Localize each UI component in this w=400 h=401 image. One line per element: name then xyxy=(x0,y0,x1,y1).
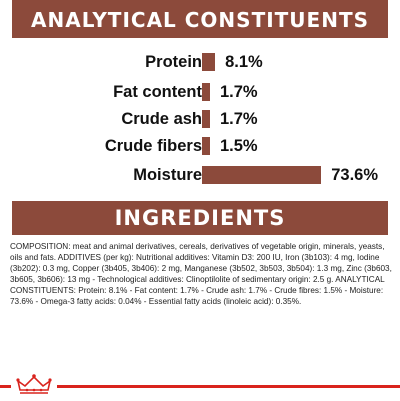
analytical-constituents-title: ANALYTICAL CONSTITUENTS xyxy=(31,8,369,32)
constituent-label: Crude ash xyxy=(121,110,202,128)
constituent-row: Protein 8.1% xyxy=(12,49,388,75)
constituent-row: Fat content 1.7% xyxy=(12,79,388,105)
constituent-label: Crude fibers xyxy=(104,137,202,155)
constituent-bar xyxy=(202,137,210,155)
crown-logo-icon xyxy=(11,372,57,396)
constituent-row: Crude fibers 1.5% xyxy=(12,133,388,159)
constituent-bar xyxy=(202,110,210,128)
ingredients-header: INGREDIENTS xyxy=(12,201,388,235)
constituent-label: Protein xyxy=(145,53,202,71)
constituent-value: 1.7% xyxy=(220,110,258,128)
constituent-value: 1.5% xyxy=(220,137,258,155)
constituent-value: 1.7% xyxy=(220,83,258,101)
constituent-label: Moisture xyxy=(133,166,202,184)
constituent-row: Moisture 73.6% xyxy=(12,162,388,188)
constituent-bar xyxy=(202,166,322,184)
constituent-row: Crude ash 1.7% xyxy=(12,106,388,132)
composition-text: COMPOSITION: meat and animal derivatives… xyxy=(10,242,392,306)
constituent-value: 73.6% xyxy=(331,166,379,184)
footer-divider xyxy=(0,385,400,388)
constituent-bar xyxy=(202,83,210,101)
constituent-bar xyxy=(202,53,216,71)
analytical-constituents-header: ANALYTICAL CONSTITUENTS xyxy=(12,0,388,38)
constituent-label: Fat content xyxy=(113,83,202,101)
ingredients-title: INGREDIENTS xyxy=(114,206,286,230)
constituent-value: 8.1% xyxy=(225,53,263,71)
